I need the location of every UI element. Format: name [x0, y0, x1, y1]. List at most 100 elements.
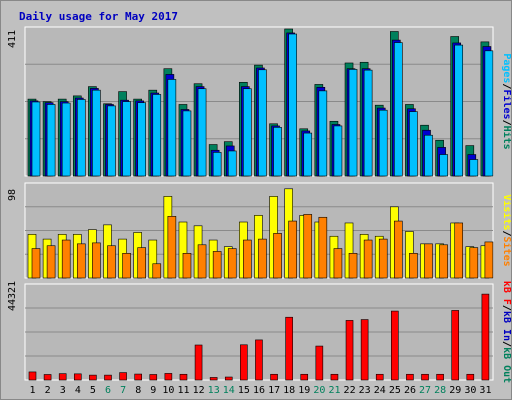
pages-bar [348, 69, 358, 177]
kb-f-bar [224, 376, 233, 381]
kb-f-bar [300, 373, 309, 381]
legend-entry: kB F [501, 281, 511, 305]
sites-bar [61, 239, 71, 279]
sites-bar [227, 248, 237, 279]
sites-bar [484, 241, 494, 279]
legend-entry: Files [501, 89, 511, 119]
pages-bar [439, 154, 448, 177]
kb-f-bar [179, 373, 188, 381]
legend-entry: kB Out [501, 347, 511, 383]
pages-bar [167, 79, 177, 177]
bottom-panel-ymax-label: 44321 [7, 281, 18, 311]
sites-bar [107, 245, 116, 279]
kb-f-bar [285, 316, 293, 381]
day-label: 26 [404, 385, 416, 396]
day-label: 20 [313, 385, 325, 396]
bottom-panel-legend: kB F/kB In/kB Out [501, 281, 511, 383]
chart-title: Daily usage for May 2017 [19, 10, 178, 23]
sites-bar [197, 244, 207, 279]
day-label: 18 [283, 385, 295, 396]
legend-separator: / [501, 341, 511, 347]
kb-f-bar [315, 345, 324, 381]
day-label: 24 [374, 385, 386, 396]
sites-bar [152, 263, 162, 279]
sites-bar [424, 243, 433, 279]
sites-bar [394, 220, 403, 279]
kb-f-bar [194, 344, 203, 381]
kb-f-bar [391, 310, 399, 381]
bottom-panel-bars [28, 293, 490, 381]
pages-bar [409, 111, 418, 177]
middle-panel-ymax-label: 98 [7, 189, 18, 201]
legend-separator: / [501, 83, 511, 89]
legend-entry: Pages [501, 53, 511, 83]
sites-bar [378, 238, 388, 279]
kb-f-bar [375, 373, 384, 381]
sites-bar [288, 220, 297, 279]
kb-f-bar [149, 374, 158, 381]
day-label: 12 [193, 385, 205, 396]
kb-f-bar [270, 373, 278, 381]
legend-entry: Visits [501, 194, 511, 230]
pages-bar [394, 42, 403, 177]
sites-bar [439, 244, 448, 279]
top-panel: 411 Pages/Files/Hits [7, 26, 512, 177]
pages-bar [258, 69, 267, 177]
pages-bar [31, 101, 41, 177]
pages-bar [378, 109, 388, 177]
pages-bar [46, 104, 56, 177]
sites-bar [258, 238, 267, 279]
kb-f-bar [255, 339, 263, 381]
pages-bar [182, 110, 192, 177]
top-panel-ymax-label: 411 [7, 30, 18, 48]
day-label: 28 [434, 385, 446, 396]
kb-f-bar [451, 310, 460, 381]
legend-separator: / [501, 120, 511, 126]
kb-f-bar [406, 373, 414, 381]
sites-bar [212, 251, 222, 279]
pages-bar [212, 152, 222, 177]
middle-panel: 98 Visits/Sites [7, 182, 512, 279]
kb-f-bar [134, 373, 142, 381]
pages-bar [424, 134, 433, 177]
day-label: 31 [479, 385, 491, 396]
kb-f-bar [164, 373, 173, 381]
kb-f-bar [43, 374, 52, 381]
sites-bar [31, 248, 41, 279]
kb-f-bar [360, 319, 369, 381]
sites-bar [303, 214, 313, 279]
day-label: 30 [464, 385, 476, 396]
kb-f-bar [436, 373, 444, 381]
day-label: 15 [238, 385, 250, 396]
middle-panel-bars [27, 188, 494, 279]
pages-bar [137, 102, 146, 177]
pages-bar [107, 105, 116, 177]
pages-bar [243, 88, 252, 177]
day-label: 8 [135, 385, 141, 396]
kb-f-bar [421, 373, 429, 381]
top-panel-legend: Pages/Files/Hits [501, 53, 511, 149]
sites-bar [76, 243, 86, 279]
pages-bar [318, 90, 328, 177]
pages-bar [61, 102, 71, 177]
sites-bar [167, 216, 177, 279]
kb-f-bar [330, 373, 339, 381]
kb-f-bar [481, 293, 490, 381]
sites-bar [137, 247, 146, 279]
pages-bar [469, 159, 479, 177]
day-label: 27 [419, 385, 431, 396]
day-label: 7 [120, 385, 126, 396]
pages-bar [333, 125, 343, 177]
sites-bar [409, 253, 418, 279]
day-label: 11 [177, 385, 189, 396]
sites-bar [243, 239, 252, 279]
pages-bar [152, 94, 162, 177]
pages-bar [454, 44, 464, 177]
pages-bar [227, 150, 237, 177]
day-label: 5 [90, 385, 96, 396]
pages-bar [484, 50, 494, 177]
day-label: 10 [162, 385, 174, 396]
sites-bar [363, 239, 373, 279]
top-panel-bars [27, 28, 494, 177]
